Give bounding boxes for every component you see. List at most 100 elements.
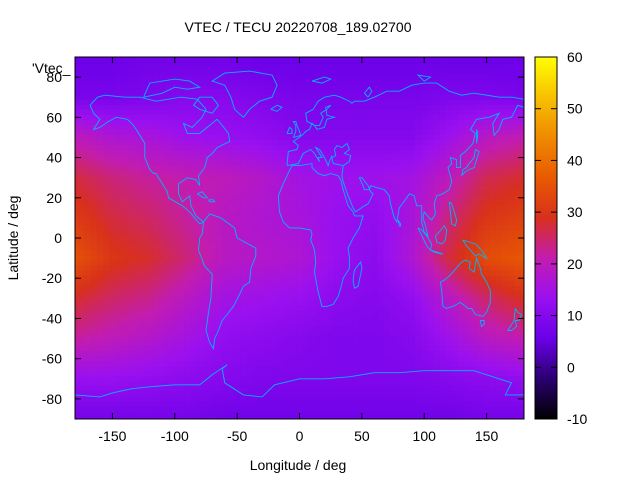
heatmap-cell [308, 124, 316, 131]
heatmap-cell [209, 381, 216, 387]
heatmap-cell [165, 155, 173, 161]
heatmap-cell [421, 371, 428, 377]
heatmap-cell [246, 215, 254, 221]
heatmap-cell [470, 175, 478, 181]
heatmap-cell [84, 386, 91, 392]
heatmap-cell [327, 245, 335, 251]
heatmap-cell [508, 195, 516, 201]
heatmap-cell [489, 381, 497, 387]
heatmap-cell [421, 275, 428, 282]
heatmap-cell [427, 270, 434, 277]
heatmap-cell [90, 109, 98, 116]
heatmap-cell [252, 210, 260, 216]
heatmap-cell [75, 265, 79, 272]
heatmap-cell [433, 391, 441, 397]
heatmap-cell [252, 290, 260, 297]
heatmap-cell [340, 170, 347, 176]
heatmap-cell [227, 230, 235, 236]
heatmap-cell [340, 99, 347, 106]
heatmap-cell [383, 124, 391, 131]
heatmap-cell [90, 104, 98, 111]
heatmap-cell [464, 341, 472, 347]
heatmap-cell [115, 205, 123, 211]
heatmap-cell [377, 351, 385, 357]
heatmap-cell [84, 260, 91, 267]
heatmap-cell [452, 155, 459, 161]
heatmap-cell [346, 180, 353, 186]
heatmap-cell [146, 305, 154, 312]
heatmap-cell [433, 381, 441, 387]
heatmap-cell [439, 260, 447, 267]
heatmap-cell [283, 290, 291, 297]
heatmap-cell [96, 396, 104, 402]
heatmap-cell [483, 124, 491, 131]
heatmap-cell [446, 195, 453, 201]
heatmap-cell [458, 260, 466, 267]
heatmap-cell [177, 275, 185, 282]
heatmap-cell [427, 371, 434, 377]
heatmap-cell [495, 315, 503, 322]
heatmap-cell [402, 381, 410, 387]
heatmap-cell [159, 104, 166, 111]
heatmap-cell [470, 381, 478, 387]
heatmap-cell [252, 79, 260, 86]
heatmap-cell [296, 391, 304, 397]
heatmap-cell [271, 235, 279, 241]
heatmap-cell [377, 64, 385, 70]
heatmap-cell [308, 64, 316, 70]
heatmap-cell [159, 195, 166, 201]
heatmap-cell [177, 79, 185, 86]
heatmap-cell [128, 185, 135, 191]
heatmap-cell [389, 175, 397, 181]
heatmap-cell [190, 180, 198, 186]
heatmap-cell [321, 325, 328, 332]
heatmap-cell [290, 104, 297, 111]
heatmap-cell [75, 371, 79, 377]
heatmap-cell [346, 124, 353, 131]
heatmap-cell [215, 220, 222, 226]
heatmap-cell [246, 310, 254, 317]
heatmap-cell [271, 180, 279, 186]
heatmap-cell [90, 57, 98, 60]
heatmap-cell [439, 285, 447, 292]
heatmap-cell [159, 351, 166, 357]
heatmap-cell [121, 109, 129, 116]
heatmap-cell [520, 144, 524, 151]
heatmap-cell [202, 89, 210, 96]
heatmap-cell [246, 346, 254, 352]
heatmap-cell [333, 94, 341, 101]
heatmap-cell [258, 250, 266, 256]
heatmap-cell [140, 290, 148, 297]
heatmap-cell [121, 57, 129, 60]
heatmap-cell [520, 180, 524, 186]
heatmap-cell [383, 165, 391, 171]
heatmap-cell [446, 341, 453, 347]
heatmap-cell [209, 139, 216, 146]
heatmap-cell [520, 215, 524, 221]
heatmap-cell [364, 250, 372, 256]
heatmap-cell [152, 260, 160, 267]
heatmap-cell [109, 134, 116, 141]
heatmap-cell [408, 356, 416, 362]
heatmap-cell [464, 165, 472, 171]
heatmap-cell [302, 270, 310, 277]
heatmap-cell [109, 69, 116, 75]
heatmap-cell [302, 341, 310, 347]
heatmap-cell [84, 351, 91, 357]
heatmap-cell [290, 245, 297, 251]
heatmap-cell [402, 351, 410, 357]
heatmap-cell [146, 195, 154, 201]
heatmap-cell [202, 295, 210, 302]
heatmap-cell [209, 290, 216, 297]
heatmap-cell [302, 79, 310, 86]
heatmap-cell [383, 381, 391, 387]
heatmap-cell [296, 250, 304, 256]
heatmap-cell [389, 69, 397, 75]
heatmap-cell [252, 195, 260, 201]
heatmap-cell [364, 94, 372, 101]
heatmap-cell [240, 230, 247, 236]
heatmap-cell [103, 396, 110, 402]
heatmap-cell [265, 57, 272, 60]
heatmap-cell [96, 310, 104, 317]
heatmap-cell [477, 250, 484, 256]
